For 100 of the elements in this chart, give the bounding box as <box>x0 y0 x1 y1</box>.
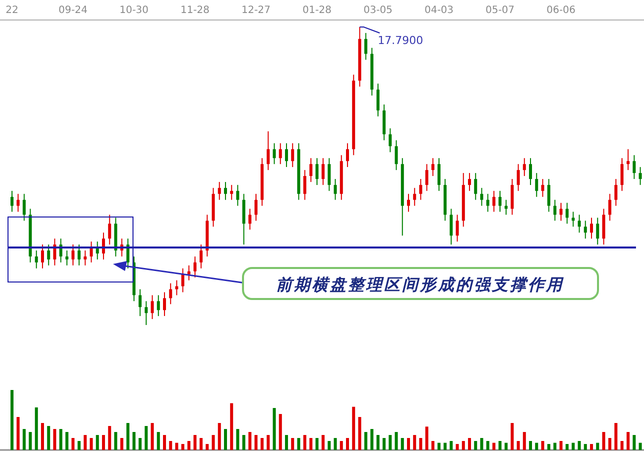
x-tick-label: 11-28 <box>180 5 210 16</box>
bar <box>16 417 20 450</box>
bar <box>638 442 642 450</box>
bar <box>218 423 221 450</box>
bar <box>425 426 428 450</box>
bar <box>84 435 87 450</box>
x-tick-label: 05-07 <box>485 5 515 16</box>
annotation: 17.7900 <box>378 34 424 47</box>
bar <box>278 414 282 450</box>
bar <box>566 444 569 450</box>
bar <box>572 442 575 450</box>
bar <box>632 435 636 450</box>
bar <box>504 442 508 450</box>
bar <box>602 432 606 450</box>
bar <box>486 441 490 450</box>
bar <box>370 429 374 450</box>
bar <box>584 444 587 450</box>
bar <box>230 403 234 450</box>
bar <box>10 390 14 450</box>
bar <box>334 438 337 450</box>
bar <box>163 435 166 450</box>
x-tick-label: 04-03 <box>424 5 454 16</box>
bar <box>394 432 398 450</box>
bar <box>212 435 215 450</box>
bar <box>340 441 343 450</box>
x-tick-label: 10-30 <box>119 5 149 16</box>
bar <box>468 438 471 450</box>
bar <box>248 432 252 450</box>
x-tick-label: 01-28 <box>302 5 332 16</box>
bar <box>358 417 362 450</box>
bar <box>364 432 368 450</box>
bar <box>236 429 240 450</box>
annotation: 前期横盘整理区间形成的强支撑作用 <box>276 275 564 294</box>
bar <box>138 438 142 450</box>
bar <box>297 438 300 450</box>
bar <box>126 423 130 450</box>
bar <box>400 438 404 450</box>
bar <box>41 423 44 450</box>
bar <box>34 407 38 450</box>
bar <box>309 438 312 450</box>
bar <box>96 435 99 450</box>
bar <box>156 432 160 450</box>
bar <box>102 435 105 450</box>
bar <box>22 429 26 450</box>
bar <box>266 435 270 450</box>
bar <box>175 442 178 450</box>
bar <box>516 441 520 450</box>
x-tick-label: 03-05 <box>363 5 393 16</box>
bar <box>242 435 246 450</box>
bar <box>328 441 331 450</box>
x-tick-label: 09-24 <box>58 5 88 16</box>
x-tick-label: 12-27 <box>241 5 271 16</box>
bar <box>144 426 148 450</box>
bar <box>492 442 496 450</box>
bar <box>352 406 356 450</box>
bar <box>316 438 318 450</box>
bar <box>53 429 56 450</box>
bar <box>578 441 581 450</box>
bar <box>388 435 392 450</box>
bar <box>480 438 484 450</box>
bar <box>419 438 422 450</box>
bar <box>114 432 118 450</box>
bar <box>498 441 502 450</box>
bar <box>65 432 68 450</box>
bar <box>260 438 264 450</box>
bar <box>194 435 196 450</box>
bar <box>47 426 50 450</box>
bar <box>608 438 612 450</box>
bar <box>181 444 184 450</box>
bar <box>291 438 294 450</box>
bar <box>78 441 81 450</box>
bar <box>254 435 258 450</box>
bar <box>547 444 550 450</box>
bar <box>560 441 562 450</box>
bar <box>187 441 190 450</box>
bar <box>535 442 538 450</box>
bar <box>413 435 416 450</box>
bar <box>438 442 440 450</box>
bar <box>346 438 349 450</box>
bar <box>132 432 136 450</box>
bar <box>206 444 209 450</box>
bar <box>529 441 532 450</box>
bar <box>590 444 593 450</box>
bar <box>462 441 465 450</box>
bar <box>120 438 124 450</box>
bar <box>541 441 544 450</box>
bar <box>272 408 276 450</box>
bar <box>150 423 154 450</box>
bar <box>522 432 526 450</box>
bar <box>59 429 62 450</box>
bar <box>450 441 453 450</box>
bar <box>90 438 93 450</box>
bar <box>322 435 325 450</box>
bar <box>382 438 386 450</box>
bar <box>614 423 618 450</box>
bar <box>169 441 172 450</box>
bar <box>376 435 380 450</box>
bar <box>303 435 306 450</box>
bar <box>200 438 203 450</box>
x-tick-label: 22 <box>6 5 18 16</box>
